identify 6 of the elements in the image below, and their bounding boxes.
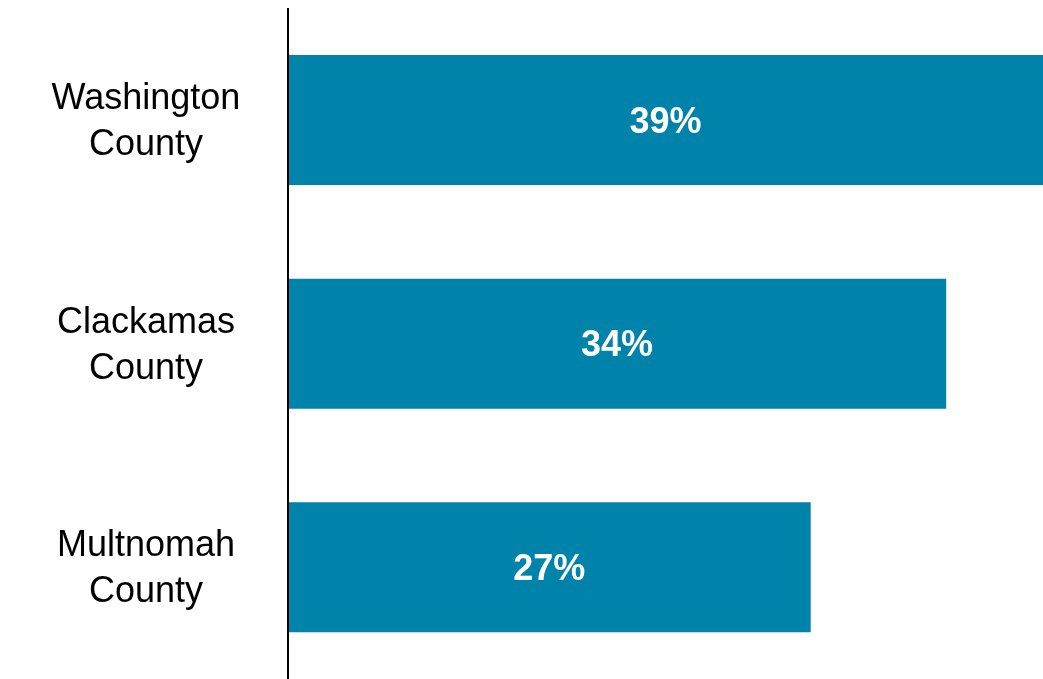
- y-tick-label: Washington County: [51, 75, 241, 163]
- data-label: 39%: [629, 99, 702, 141]
- data-label: 27%: [513, 547, 586, 589]
- data-label: 34%: [581, 323, 654, 365]
- y-tick-label: Clackamas County: [56, 299, 236, 387]
- y-tick-label: Multnomah County: [56, 523, 236, 611]
